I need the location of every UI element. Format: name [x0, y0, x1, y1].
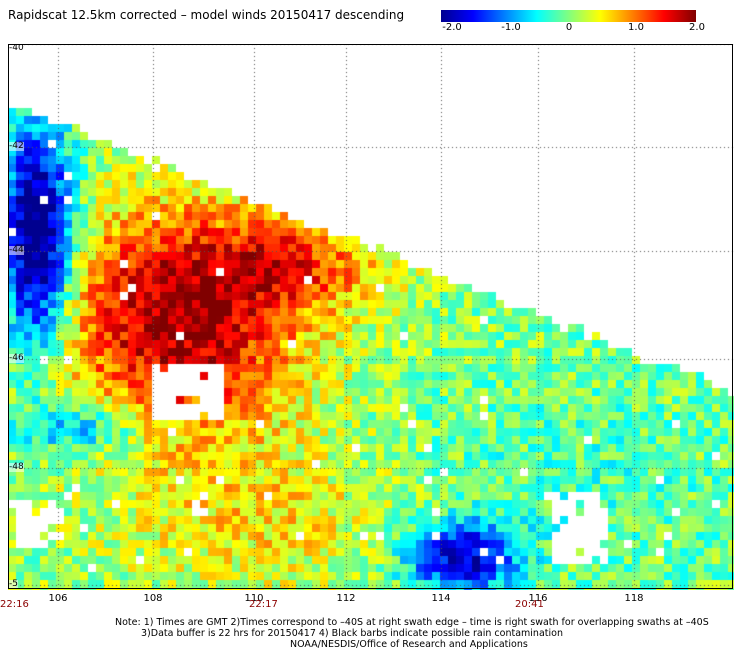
- note-line-2: 3)Data buffer is 22 hrs for 20150417 4) …: [141, 628, 563, 639]
- colorbar-label-1: -1.0: [501, 22, 521, 33]
- time-label-3: 20:41: [515, 599, 544, 610]
- lon-label-106: 106: [48, 593, 68, 604]
- wind-difference-field: [8, 44, 734, 590]
- lon-label-116: 116: [528, 593, 548, 604]
- map-title: Rapidscat 12.5km corrected – model winds…: [8, 8, 405, 22]
- lon-label-112: 112: [336, 593, 356, 604]
- note-line-1: Note: 1) Times are GMT 2)Times correspon…: [115, 617, 709, 628]
- lon-label-110: 110: [244, 593, 264, 604]
- colorbar-label-4: 2.0: [689, 22, 705, 33]
- lat-label-40: -40: [9, 44, 24, 53]
- time-label-1: 22:16: [0, 599, 29, 610]
- lat-label-46: -46: [9, 353, 24, 363]
- time-label-2: 22:17: [249, 599, 278, 610]
- lat-label-44: -44: [9, 245, 24, 255]
- map-plot-area: -40 -42 -44 -46 -48 -5: [8, 44, 734, 590]
- colorbar-label-2: 0: [565, 22, 573, 33]
- note-line-3: NOAA/NESDIS/Office of Research and Appli…: [290, 639, 528, 650]
- lat-label-42: -42: [9, 141, 24, 151]
- colorbar-label-0: -2.0: [442, 22, 462, 33]
- colorbar-label-3: 1.0: [628, 22, 644, 33]
- lat-label-50: -5: [9, 579, 18, 589]
- lat-label-48: -48: [9, 462, 24, 472]
- colorbar: [441, 10, 696, 22]
- lon-label-114: 114: [431, 593, 451, 604]
- lon-label-118: 118: [624, 593, 644, 604]
- lon-label-108: 108: [143, 593, 163, 604]
